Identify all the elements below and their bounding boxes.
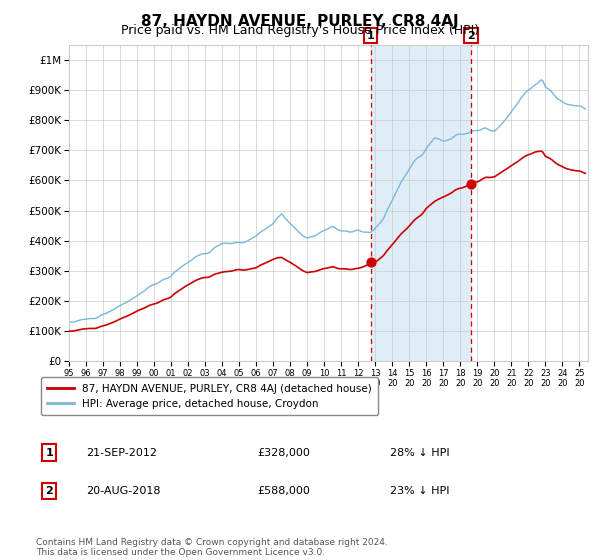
Text: 21-SEP-2012: 21-SEP-2012 <box>86 447 157 458</box>
Point <box>366 258 376 267</box>
Text: 87, HAYDN AVENUE, PURLEY, CR8 4AJ: 87, HAYDN AVENUE, PURLEY, CR8 4AJ <box>141 14 459 29</box>
Text: 2: 2 <box>46 486 53 496</box>
Text: Price paid vs. HM Land Registry's House Price Index (HPI): Price paid vs. HM Land Registry's House … <box>121 24 479 37</box>
Text: 20-AUG-2018: 20-AUG-2018 <box>86 486 161 496</box>
Text: 2: 2 <box>467 31 475 41</box>
Legend: 87, HAYDN AVENUE, PURLEY, CR8 4AJ (detached house), HPI: Average price, detached: 87, HAYDN AVENUE, PURLEY, CR8 4AJ (detac… <box>41 377 378 415</box>
Text: 1: 1 <box>46 447 53 458</box>
Bar <box>371 45 471 361</box>
Point <box>466 180 476 189</box>
Text: £328,000: £328,000 <box>258 447 311 458</box>
Text: 1: 1 <box>367 31 374 41</box>
Text: 28% ↓ HPI: 28% ↓ HPI <box>390 447 449 458</box>
Text: Contains HM Land Registry data © Crown copyright and database right 2024.
This d: Contains HM Land Registry data © Crown c… <box>36 538 388 557</box>
Text: 23% ↓ HPI: 23% ↓ HPI <box>390 486 449 496</box>
Text: £588,000: £588,000 <box>258 486 311 496</box>
